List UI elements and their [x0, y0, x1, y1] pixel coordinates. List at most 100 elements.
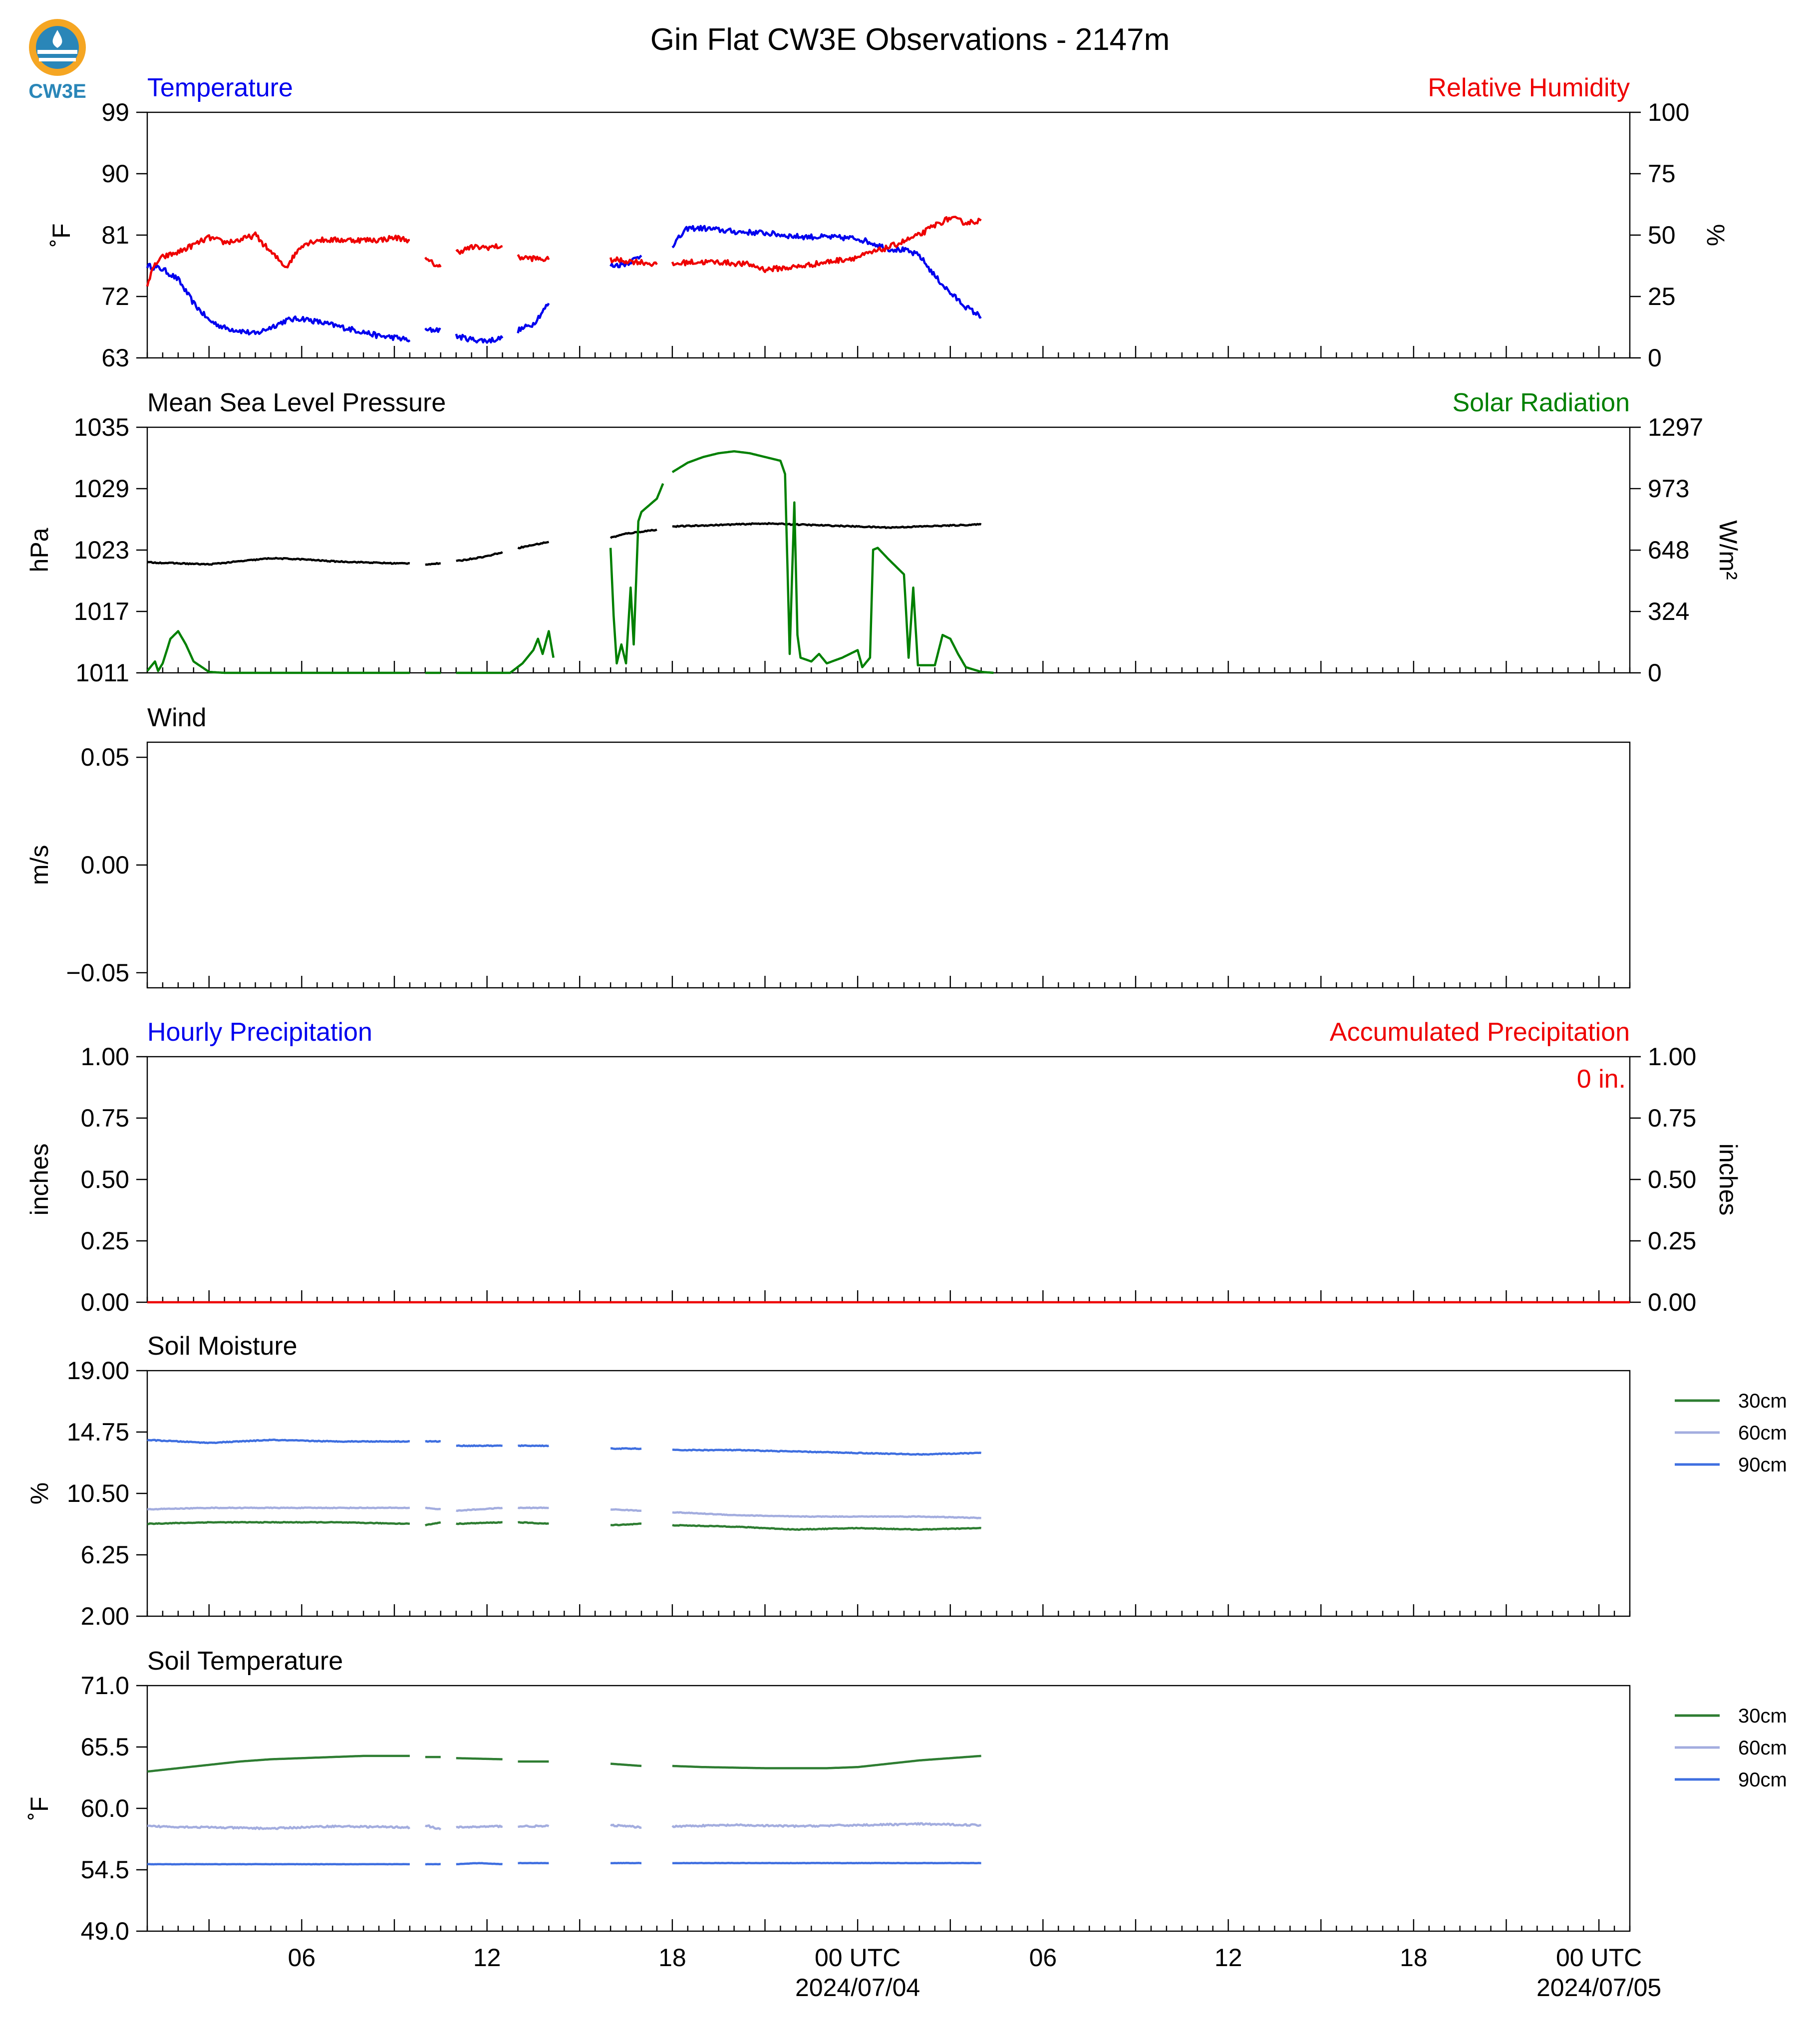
figure-title: Gin Flat CW3E Observations - 2147m [650, 22, 1170, 57]
series-line [672, 1511, 981, 1519]
series-line [147, 1506, 410, 1511]
logo-wave-1 [37, 50, 77, 54]
series-line [147, 557, 410, 566]
y-right-tick-label: 1297 [1648, 413, 1703, 441]
y-left-tick-label: 1023 [74, 536, 129, 564]
axes-frame [146, 1370, 1631, 1617]
series-line [672, 1449, 982, 1456]
series-line [456, 1862, 503, 1866]
y-right-axis-label: W/m² [1714, 520, 1742, 579]
x-tick-label: 06 [1029, 1944, 1057, 1972]
y-left-tick-label: 0.50 [81, 1165, 129, 1193]
panel-title-left: Wind [147, 703, 206, 732]
x-tick-label: 12 [1214, 1944, 1242, 1972]
series-line [609, 255, 642, 269]
y-left-tick-label: 99 [101, 98, 129, 126]
y-left-tick-label: 1017 [74, 597, 129, 625]
series-line [671, 450, 994, 674]
axes-frame [146, 741, 1631, 989]
logo-text: CW3E [28, 80, 86, 102]
series-line [518, 1444, 549, 1448]
panel-title-left: Soil Temperature [147, 1647, 343, 1676]
y-left-tick-label: 19.00 [67, 1357, 129, 1385]
panel-title-right: Relative Humidity [1428, 73, 1630, 102]
y-left-tick-label: 1011 [75, 659, 129, 687]
legend-label: 60cm [1738, 1422, 1787, 1444]
panel-6: 49.0 54.5 60.0 65.5 71.0 Soil Temperature ˚F 30… [25, 1647, 1787, 1945]
y-left-tick-label: 60.0 [81, 1794, 129, 1822]
series-line [147, 1863, 410, 1866]
series-30cm [147, 1754, 981, 1773]
y-right-tick-label: 0.25 [1648, 1227, 1696, 1255]
x-tick-label: 12 [473, 1944, 501, 1972]
y-left-tick-label: 0.75 [81, 1104, 129, 1132]
series-red [146, 216, 982, 287]
series-line [147, 1439, 410, 1445]
axes-frame [146, 111, 1631, 359]
y-left-axis-label: ˚F [47, 223, 75, 247]
y-left-tick-label: −0.05 [66, 959, 129, 987]
y-left-tick-label: 14.75 [67, 1418, 129, 1446]
series-line [455, 333, 504, 344]
cw3e-logo: CW3E [28, 19, 86, 102]
y-left-tick-label: 63 [101, 344, 129, 372]
series-60cm [147, 1506, 981, 1519]
series-line [147, 1520, 410, 1525]
panel-4: 0.00 0.25 0.50 0.75 1.00 0.00 0.25 0.50 0.75 1.00… [25, 1018, 1742, 1316]
series-line [425, 562, 441, 566]
series-line [517, 1521, 549, 1525]
panel-title-left: Soil Moisture [147, 1332, 298, 1361]
series-line [424, 257, 442, 268]
series-90cm [147, 1862, 981, 1866]
y-left-tick-label: 0.00 [81, 851, 129, 879]
y-right-tick-label: 324 [1648, 597, 1689, 625]
y-left-tick-label: 1029 [74, 475, 129, 503]
series-line [425, 1440, 441, 1443]
y-left-axis-label: % [25, 1482, 53, 1504]
accumulated-total-label: 0 in. [1577, 1065, 1626, 1094]
y-right-tick-label: 1.00 [1648, 1043, 1696, 1071]
series-line [671, 216, 982, 274]
series-line [610, 1508, 641, 1512]
series-line [609, 528, 657, 539]
y-left-tick-label: 0.05 [81, 743, 129, 771]
y-left-axis-label: m/s [25, 845, 53, 885]
series-line [517, 254, 550, 263]
series-line [456, 630, 555, 674]
y-right-tick-label: 0 [1648, 659, 1662, 687]
axes-frame [146, 1056, 1631, 1303]
series-line [456, 1824, 503, 1829]
series-line [147, 1754, 410, 1773]
x-tick-label: 00 UTC [815, 1944, 901, 1972]
y-right-tick-label: 50 [1648, 221, 1676, 249]
series-line [671, 1822, 981, 1828]
series-line [456, 1521, 503, 1525]
y-left-tick-label: 1.00 [81, 1043, 129, 1071]
y-left-tick-label: 1035 [74, 413, 129, 441]
legend-label: 60cm [1738, 1737, 1787, 1759]
x-tick-label: 00 UTC [1556, 1944, 1642, 1972]
series-line [456, 1506, 503, 1512]
y-left-tick-label: 90 [101, 160, 129, 188]
series-line [455, 243, 503, 255]
logo-wave-2 [39, 58, 76, 61]
series-line [456, 551, 503, 562]
legend: 30cm 60cm 90cm [1675, 1390, 1787, 1476]
series-line [517, 302, 550, 334]
panel-title-left: Hourly Precipitation [147, 1018, 372, 1047]
y-left-axis-label: ˚F [25, 1796, 53, 1820]
y-left-tick-label: 65.5 [81, 1733, 129, 1761]
x-date-label: 2024/07/04 [795, 1974, 920, 2002]
y-left-tick-label: 72 [101, 283, 129, 310]
y-right-axis-label: inches [1714, 1144, 1742, 1216]
series-60cm [147, 1822, 981, 1831]
y-right-tick-label: 648 [1648, 536, 1689, 564]
panels: 63 72 81 90 99 0 25 50 75 100 Temperature Relative … [25, 73, 1787, 1945]
series-line [424, 1824, 442, 1831]
series-line [609, 483, 664, 665]
y-left-tick-label: 71.0 [81, 1672, 129, 1700]
y-left-tick-label: 81 [101, 221, 129, 249]
series-line [671, 225, 982, 319]
x-tick-label: 18 [1400, 1944, 1428, 1972]
